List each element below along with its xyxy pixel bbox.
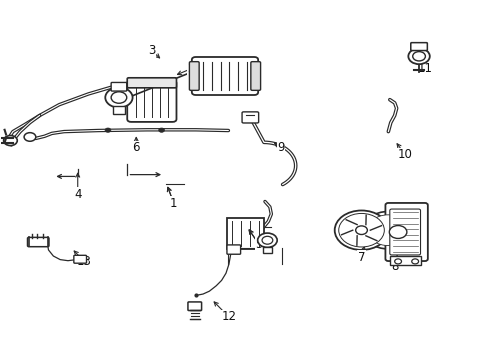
Circle shape [105, 87, 132, 108]
Circle shape [24, 133, 36, 141]
Circle shape [111, 92, 126, 103]
Text: 2: 2 [187, 62, 194, 75]
Text: 6: 6 [132, 141, 140, 154]
Circle shape [338, 213, 384, 247]
Circle shape [412, 51, 425, 61]
FancyBboxPatch shape [226, 245, 240, 254]
FancyBboxPatch shape [27, 237, 49, 247]
Text: 8: 8 [390, 260, 398, 273]
Circle shape [388, 226, 406, 238]
FancyBboxPatch shape [127, 78, 176, 88]
Text: 11: 11 [417, 62, 431, 75]
Circle shape [366, 215, 408, 246]
Circle shape [355, 226, 366, 234]
Circle shape [362, 211, 413, 249]
FancyBboxPatch shape [226, 219, 264, 249]
FancyBboxPatch shape [242, 112, 258, 123]
Text: 9: 9 [277, 141, 284, 154]
FancyBboxPatch shape [410, 42, 427, 50]
FancyBboxPatch shape [389, 256, 420, 265]
FancyBboxPatch shape [385, 203, 427, 261]
Circle shape [407, 48, 429, 64]
FancyBboxPatch shape [263, 247, 271, 253]
FancyBboxPatch shape [74, 255, 86, 263]
FancyBboxPatch shape [189, 62, 199, 90]
Text: 5: 5 [255, 238, 262, 251]
Text: 13: 13 [77, 255, 92, 268]
FancyBboxPatch shape [389, 209, 420, 255]
FancyBboxPatch shape [191, 57, 258, 95]
Circle shape [105, 128, 111, 132]
FancyBboxPatch shape [127, 80, 176, 122]
FancyBboxPatch shape [113, 107, 124, 114]
Circle shape [262, 236, 272, 244]
FancyBboxPatch shape [111, 82, 126, 91]
Circle shape [3, 135, 17, 145]
Text: 3: 3 [148, 44, 155, 57]
Text: 12: 12 [221, 310, 236, 324]
Text: 1: 1 [170, 197, 177, 210]
Circle shape [257, 233, 277, 247]
Text: 10: 10 [397, 148, 412, 161]
Circle shape [394, 259, 401, 264]
FancyBboxPatch shape [250, 62, 260, 90]
Text: 7: 7 [357, 251, 365, 264]
Circle shape [158, 128, 164, 132]
Text: 4: 4 [74, 188, 81, 201]
FancyBboxPatch shape [187, 302, 201, 311]
Circle shape [411, 259, 418, 264]
Circle shape [334, 211, 387, 250]
